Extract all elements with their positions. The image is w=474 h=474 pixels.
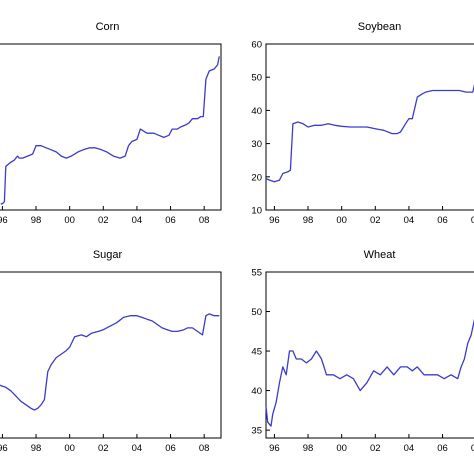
sugar-x-tick-label: 04 [132, 443, 143, 454]
sugar-x-tick-label: 06 [165, 443, 176, 454]
sugar-title: Sugar [93, 249, 123, 261]
wheat-x-tick-label: 98 [303, 443, 314, 454]
soybean-y-tick-label: 20 [251, 172, 262, 183]
wheat-title: Wheat [364, 249, 396, 261]
soybean-x-tick-label: 06 [437, 215, 448, 226]
corn-x-tick-label: 00 [64, 215, 75, 226]
wheat-x-tick-label: 00 [336, 443, 347, 454]
wheat-x-tick-label: 06 [437, 443, 448, 454]
soybean-x-tick-label: 00 [336, 215, 347, 226]
corn-x-tick-label: 02 [98, 215, 109, 226]
corn-title: Corn [96, 21, 120, 33]
wheat-price-line [265, 318, 474, 427]
soybean-price-line [265, 83, 474, 183]
soybean-x-tick-label: 96 [269, 215, 280, 226]
sugar-price-line [0, 313, 220, 411]
soybean-y-tick-label: 50 [251, 73, 262, 84]
soybean-x-tick-label: 98 [303, 215, 314, 226]
wheat-x-tick-label: 96 [269, 443, 280, 454]
soybean-plot-frame [265, 43, 474, 211]
soybean-y-tick-label: 60 [251, 40, 262, 51]
soybean-y-tick-label: 10 [251, 206, 262, 217]
corn-x-tick-label: 08 [199, 215, 210, 226]
soybean-x-tick-label: 02 [370, 215, 381, 226]
wheat-y-tick-label: 45 [251, 347, 262, 358]
corn-x-tick-label: 96 [0, 215, 8, 226]
sugar-x-tick-label: 08 [199, 443, 210, 454]
wheat-x-tick-label: 08 [471, 443, 474, 454]
corn-price-line [0, 56, 220, 205]
corn-x-tick-label: 06 [165, 215, 176, 226]
sugar-x-tick-label: 02 [98, 443, 109, 454]
wheat-plot-frame [265, 271, 474, 439]
soybean-y-tick-label: 40 [251, 106, 262, 117]
wheat-x-tick-label: 02 [370, 443, 381, 454]
soybean-x-tick-label: 08 [471, 215, 474, 226]
wheat-y-tick-label: 55 [251, 268, 262, 279]
wheat-y-tick-label: 50 [251, 307, 262, 318]
corn-plot-frame [0, 43, 222, 211]
wheat-y-tick-label: 40 [251, 386, 262, 397]
soybean-y-tick-label: 30 [251, 139, 262, 150]
sugar-plot-frame [0, 271, 222, 439]
sugar-x-tick-label: 00 [64, 443, 75, 454]
soybean-title: Soybean [358, 21, 401, 33]
sugar-x-tick-label: 96 [0, 443, 8, 454]
wheat-y-tick-label: 35 [251, 426, 262, 437]
corn-x-tick-label: 98 [31, 215, 42, 226]
corn-x-tick-label: 04 [132, 215, 143, 226]
soybean-x-tick-label: 04 [404, 215, 415, 226]
wheat-x-tick-label: 04 [404, 443, 415, 454]
sugar-x-tick-label: 98 [31, 443, 42, 454]
